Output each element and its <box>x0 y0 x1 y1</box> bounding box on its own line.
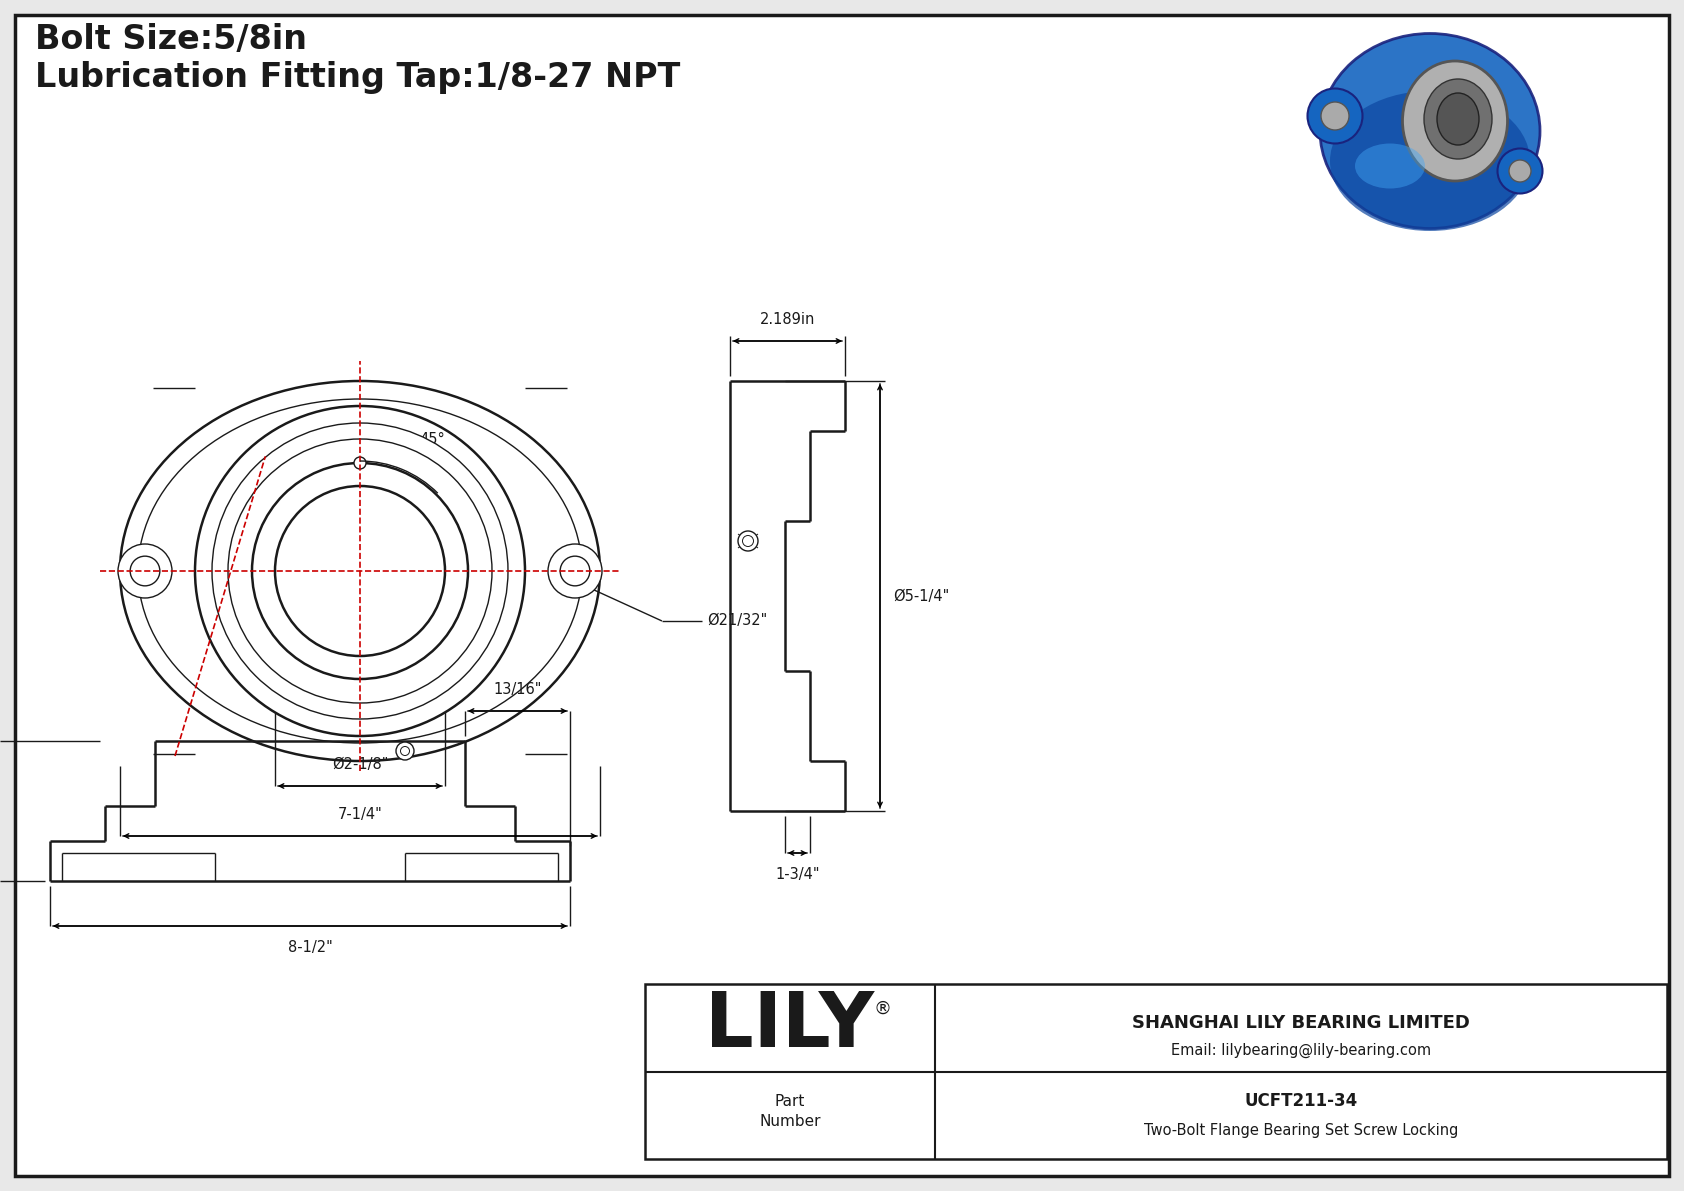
Text: 2.189in: 2.189in <box>759 312 815 328</box>
Circle shape <box>396 742 414 760</box>
Ellipse shape <box>1403 61 1507 181</box>
Ellipse shape <box>1330 91 1531 231</box>
Circle shape <box>401 747 409 755</box>
Circle shape <box>130 556 160 586</box>
Ellipse shape <box>1356 143 1425 188</box>
Circle shape <box>743 536 753 547</box>
Text: Two-Bolt Flange Bearing Set Screw Locking: Two-Bolt Flange Bearing Set Screw Lockin… <box>1143 1123 1458 1139</box>
Text: Ø2-1/8": Ø2-1/8" <box>332 757 389 772</box>
Text: Ø5-1/4": Ø5-1/4" <box>893 588 950 604</box>
Circle shape <box>547 544 601 598</box>
Text: 13/16": 13/16" <box>493 682 542 697</box>
Text: 8-1/2": 8-1/2" <box>288 940 332 955</box>
Circle shape <box>227 439 492 703</box>
Circle shape <box>274 486 445 656</box>
Text: Email: lilybearing@lily-bearing.com: Email: lilybearing@lily-bearing.com <box>1170 1043 1431 1058</box>
Circle shape <box>1509 160 1531 182</box>
Ellipse shape <box>1436 93 1479 145</box>
Text: 7-1/4": 7-1/4" <box>337 807 382 822</box>
Ellipse shape <box>1307 88 1362 143</box>
Bar <box>645 984 1667 1159</box>
Ellipse shape <box>1425 79 1492 160</box>
Circle shape <box>354 457 365 469</box>
Text: UCFT211-34: UCFT211-34 <box>1244 1092 1357 1110</box>
Circle shape <box>738 531 758 551</box>
Text: Part
Number: Part Number <box>759 1095 820 1129</box>
Ellipse shape <box>1497 149 1543 193</box>
Text: 45°: 45° <box>419 431 445 447</box>
Text: Ø21/32": Ø21/32" <box>707 613 768 629</box>
Text: SHANGHAI LILY BEARING LIMITED: SHANGHAI LILY BEARING LIMITED <box>1132 1014 1470 1031</box>
Circle shape <box>195 406 525 736</box>
Circle shape <box>212 423 509 719</box>
Ellipse shape <box>1320 33 1539 229</box>
Circle shape <box>561 556 589 586</box>
Text: Bolt Size:5/8in: Bolt Size:5/8in <box>35 23 306 56</box>
Text: LILY: LILY <box>706 989 874 1064</box>
Text: ®: ® <box>874 999 893 1017</box>
Circle shape <box>1320 102 1349 130</box>
Circle shape <box>118 544 172 598</box>
Text: 1-3/4": 1-3/4" <box>775 867 820 883</box>
Circle shape <box>253 463 468 679</box>
Text: Lubrication Fitting Tap:1/8-27 NPT: Lubrication Fitting Tap:1/8-27 NPT <box>35 61 680 94</box>
